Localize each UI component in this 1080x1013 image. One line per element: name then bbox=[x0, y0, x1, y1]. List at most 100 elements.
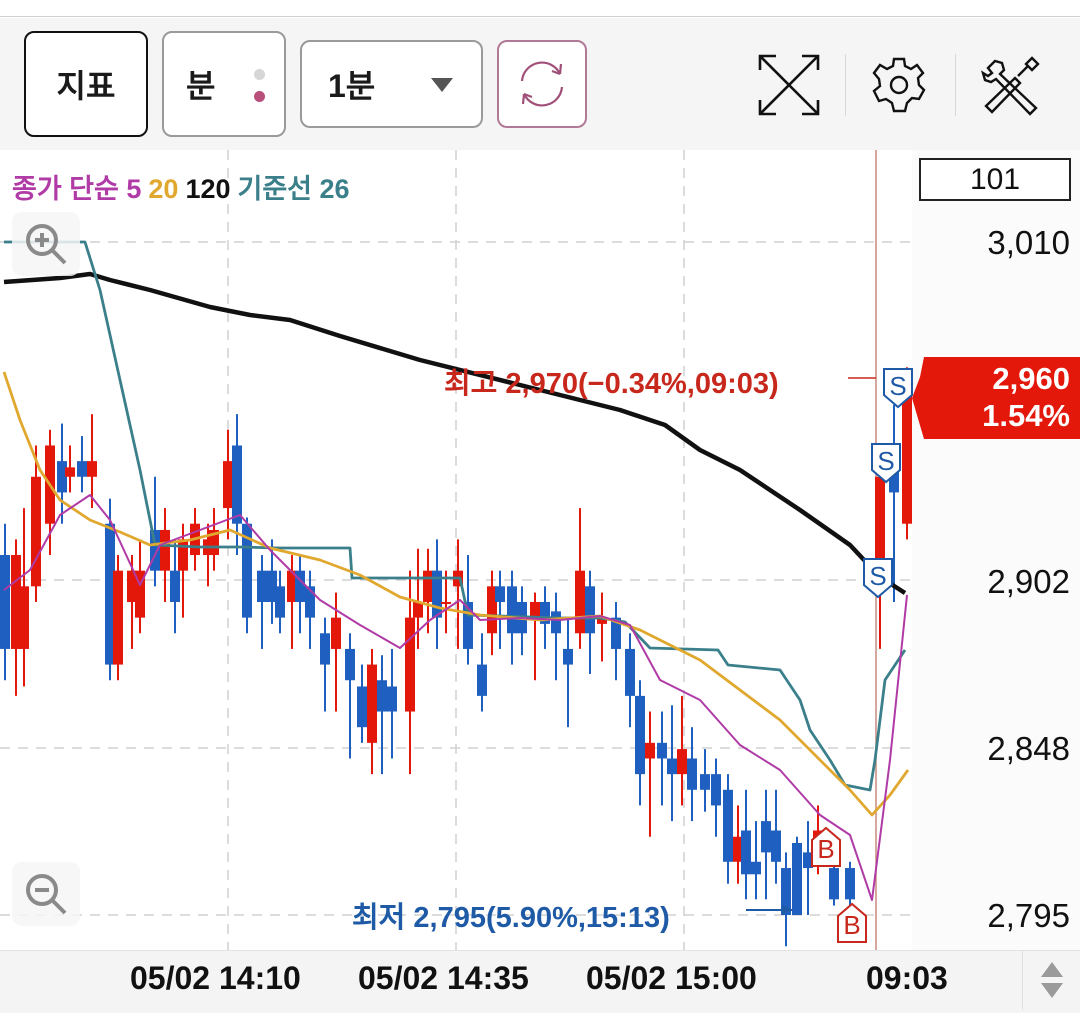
candle-body bbox=[657, 742, 667, 759]
indicator-button[interactable]: 지표 bbox=[24, 31, 148, 137]
candle-body bbox=[495, 586, 505, 602]
candle-body bbox=[65, 467, 75, 477]
refresh-button[interactable] bbox=[497, 40, 587, 128]
candle-body bbox=[295, 570, 305, 602]
zoom-in-icon bbox=[26, 224, 67, 265]
candle-body bbox=[232, 445, 242, 524]
candle-body bbox=[803, 852, 813, 869]
candle-body bbox=[585, 586, 595, 634]
candle-body bbox=[178, 539, 188, 571]
sell-signal-icon bbox=[883, 368, 913, 409]
current-price-tag: 2,960 1.54% bbox=[912, 357, 1080, 439]
settings-button[interactable] bbox=[866, 52, 932, 118]
candle-body bbox=[331, 617, 341, 649]
candle-body bbox=[275, 586, 285, 618]
dot-icon bbox=[254, 69, 265, 80]
current-change: 1.54% bbox=[982, 398, 1070, 433]
candle-body bbox=[113, 570, 123, 665]
gear-icon bbox=[872, 57, 926, 113]
signal-letter: B bbox=[843, 910, 860, 940]
candle-body bbox=[223, 461, 233, 509]
candlestick-chart[interactable]: S S S B B bbox=[0, 150, 1080, 950]
zoom-in-button[interactable] bbox=[12, 212, 80, 276]
candle-body bbox=[677, 749, 687, 775]
signal-letter: S bbox=[889, 371, 906, 401]
candle-body bbox=[209, 529, 219, 556]
candle-body bbox=[150, 529, 160, 571]
candle-body bbox=[11, 555, 21, 649]
candle-body bbox=[635, 695, 645, 775]
candle-body bbox=[19, 586, 29, 649]
candle-body bbox=[733, 836, 743, 862]
candle-body bbox=[267, 570, 277, 602]
status-strip bbox=[0, 0, 1080, 17]
candle-body bbox=[700, 774, 710, 790]
candle-body bbox=[357, 686, 367, 728]
candle-body bbox=[405, 617, 415, 712]
unit-toggle-dots bbox=[254, 69, 266, 113]
candle-body bbox=[432, 570, 442, 618]
candle-body bbox=[0, 555, 10, 649]
price-axis[interactable] bbox=[912, 150, 1080, 950]
candle-body bbox=[305, 586, 315, 618]
price-tag-shape bbox=[912, 357, 1080, 439]
ma120-line bbox=[3, 271, 907, 595]
ma5-line bbox=[3, 494, 908, 901]
x-tick: 05/02 14:35 bbox=[358, 960, 529, 996]
candle-body bbox=[170, 570, 180, 602]
up-down-arrows-icon bbox=[1040, 962, 1063, 998]
period-select[interactable]: 1분 bbox=[300, 40, 483, 128]
y-tick: 3,010 bbox=[987, 224, 1070, 261]
candle-body bbox=[441, 601, 451, 604]
x-tick: 05/02 14:10 bbox=[130, 960, 301, 996]
candle-body bbox=[507, 586, 517, 634]
period-select-value: 1분 bbox=[328, 68, 376, 104]
candle-body bbox=[127, 570, 137, 602]
sell-signal-icon bbox=[871, 443, 901, 484]
candle-body bbox=[902, 379, 912, 524]
indicator-button-label: 지표 bbox=[56, 68, 116, 104]
candle-body bbox=[487, 586, 497, 634]
zoom-out-button[interactable] bbox=[12, 862, 80, 926]
candle-body bbox=[377, 680, 387, 712]
y-tick: 2,902 bbox=[987, 563, 1070, 600]
candle-body bbox=[711, 774, 721, 806]
chart-toolbar: 지표 분 1분 bbox=[0, 18, 1080, 150]
fullscreen-icon bbox=[758, 54, 820, 116]
axis-scroll-control[interactable] bbox=[1022, 950, 1080, 1010]
time-axis[interactable] bbox=[0, 950, 1080, 1013]
signal-letter: B bbox=[817, 834, 834, 864]
candle-body bbox=[625, 648, 635, 696]
indicator-legend[interactable]: 종가 단순 5 20 120 기준선 26 bbox=[12, 167, 357, 206]
candle-body bbox=[741, 830, 751, 875]
candle-body bbox=[320, 633, 330, 665]
sell-signal-icon bbox=[863, 558, 893, 599]
candle-body bbox=[611, 617, 621, 649]
candle-body bbox=[551, 611, 561, 634]
candle-body bbox=[367, 664, 377, 743]
candle-body bbox=[287, 570, 297, 602]
signal-letter: S bbox=[869, 561, 886, 591]
divider bbox=[845, 54, 846, 116]
candle-body bbox=[87, 461, 97, 477]
signal-letter: S bbox=[877, 446, 894, 476]
candle-body bbox=[540, 601, 550, 624]
legend-ma20: 20 bbox=[148, 174, 179, 204]
tools-button[interactable] bbox=[978, 52, 1044, 118]
candle-body bbox=[57, 461, 67, 493]
high-annotation: 최고 2,970(−0.34%,09:03) bbox=[444, 368, 779, 400]
time-unit-button[interactable]: 분 bbox=[162, 31, 286, 137]
candle-body bbox=[667, 758, 677, 775]
legend-ma5: 종가 단순 5 bbox=[12, 174, 142, 204]
candle-body bbox=[530, 601, 540, 618]
legend-ma120: 120 bbox=[185, 174, 231, 204]
candle-body bbox=[242, 523, 252, 618]
candle-body bbox=[645, 742, 655, 759]
legend-baseline: 기준선 26 bbox=[237, 174, 350, 204]
candle-body bbox=[563, 648, 573, 665]
candle-count-box: 101 bbox=[919, 158, 1071, 201]
candle-body bbox=[575, 570, 585, 634]
current-price: 2,960 bbox=[992, 361, 1070, 396]
divider bbox=[955, 54, 956, 116]
fullscreen-button[interactable] bbox=[756, 52, 822, 118]
